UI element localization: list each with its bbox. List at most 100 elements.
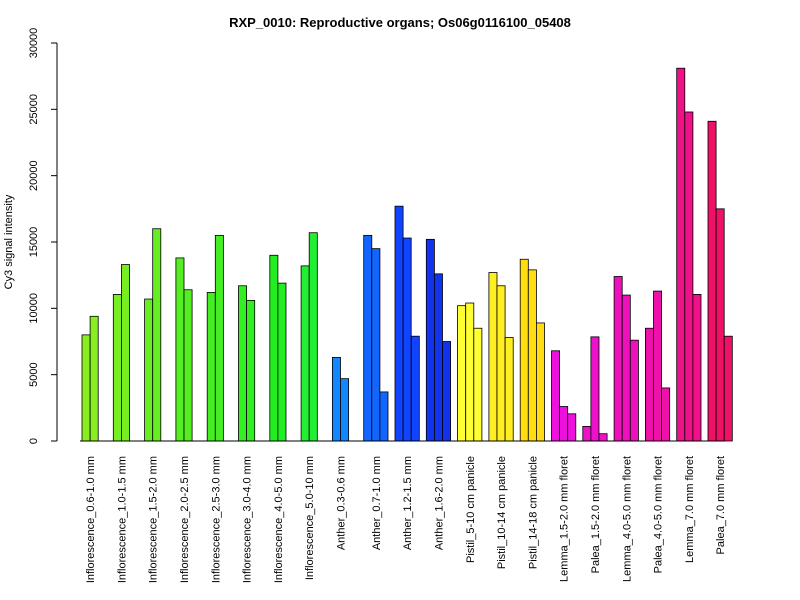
x-tick-label: Pistil_5-10 cm panicle [465,456,477,563]
x-tick-label: Lemma_7.0 mm floret [684,456,696,563]
bar [308,232,318,442]
x-tick-label: Anther_0.7-1.0 mm [371,456,383,550]
bar-group [144,228,162,442]
bar [112,294,122,442]
x-tick-label: Inflorescence_1.5-2.0 mm [148,456,160,583]
y-tick-label: 15000 [28,227,40,258]
bar [519,258,529,442]
x-tick-label: Inflorescence_4.0-5.0 mm [273,456,285,583]
y-tick-label: 30000 [28,28,40,59]
bar-group [300,232,318,442]
x-tick-label: Inflorescence_2.5-3.0 mm [210,456,222,583]
y-tick-label: 20000 [28,160,40,191]
bar [457,305,467,442]
y-tick-label: 0 [28,438,40,444]
bar [473,327,483,442]
bar [629,339,639,442]
bar-group [582,336,608,442]
bar [723,335,733,442]
bar [715,208,725,442]
bar [246,299,256,442]
bar [496,285,506,442]
bar [379,391,389,442]
bar [645,327,654,442]
y-axis-label: Cy3 signal intensity [3,194,15,289]
bar-group [707,120,733,442]
bar [653,290,663,442]
bar [183,289,193,442]
x-tick-label: Inflorescence_3.0-4.0 mm [242,456,254,583]
bar [277,282,287,442]
bar-group [331,357,350,442]
bar [613,276,623,442]
bar-group [519,258,545,442]
bar [621,294,631,442]
bar-group [269,254,287,442]
bar-group [645,290,671,442]
x-tick-label: Anther_1.6-2.0 mm [433,456,445,550]
bar-group [488,272,514,442]
bar [238,285,248,442]
x-tick-label: Pistil_14-18 cm panicle [527,456,539,569]
bar-group [457,302,483,442]
bar [340,378,350,442]
bar [661,387,671,442]
x-tick-label: Inflorescence_5.0-10 mm [304,456,316,580]
bar [465,302,475,442]
bar [402,237,412,442]
bar [371,248,381,442]
bar-group [676,67,702,442]
bar [567,413,577,442]
bar [527,269,537,442]
bar [81,334,91,442]
bar-group [551,350,577,442]
y-tick-label: 5000 [28,362,40,386]
y-tick-label: 25000 [28,94,40,125]
bar [410,335,420,442]
x-tick-label: Inflorescence_0.6-1.0 mm [85,456,97,583]
bar [582,426,592,442]
bar [300,265,310,442]
bar [707,120,717,442]
bar-group [112,264,130,442]
bar [363,234,373,442]
bar-group [238,285,256,442]
y-tick-label: 10000 [28,293,40,324]
bar [175,257,185,442]
bar [559,406,569,442]
bar [269,254,279,442]
bar [331,357,341,442]
x-axis-labels: Inflorescence_0.6-1.0 mm Inflorescence_1.… [85,456,727,583]
x-tick-label: Inflorescence_1.0-1.5 mm [116,456,128,583]
x-tick-label: Pistil_10-14 cm panicle [496,456,508,569]
y-axis: 0 5000 10000 15000 20000 25000 30000 [28,28,58,444]
bar-group [81,315,99,442]
x-tick-label: Inflorescence_2.0-2.5 mm [179,456,191,583]
bar-group [394,205,420,442]
bar [433,273,443,442]
bar [504,337,514,442]
bar [442,341,452,442]
bar [89,315,99,442]
bar [536,322,545,442]
bar [551,350,561,442]
bar [214,234,224,442]
bar [425,238,435,442]
bar [676,67,686,442]
bar [152,228,162,442]
bar-group [613,276,639,442]
x-tick-label: Lemma_4.0-5.0 mm floret [621,456,633,582]
bar-group [175,257,193,442]
bar-group [363,234,389,442]
x-tick-label: Anther_0.3-0.6 mm [336,456,348,550]
x-tick-label: Lemma_1.5-2.0 mm floret [559,456,571,582]
bar [692,294,702,442]
x-tick-label: Palea_4.0-5.0 mm floret [653,456,665,573]
bar-group [425,238,452,442]
bar-group [206,234,224,442]
bar [590,336,600,442]
chart-title: RXP_0010: Reproductive organs; Os06g0116… [229,15,571,30]
bar [488,272,498,442]
x-tick-label: Palea_7.0 mm floret [715,456,727,554]
